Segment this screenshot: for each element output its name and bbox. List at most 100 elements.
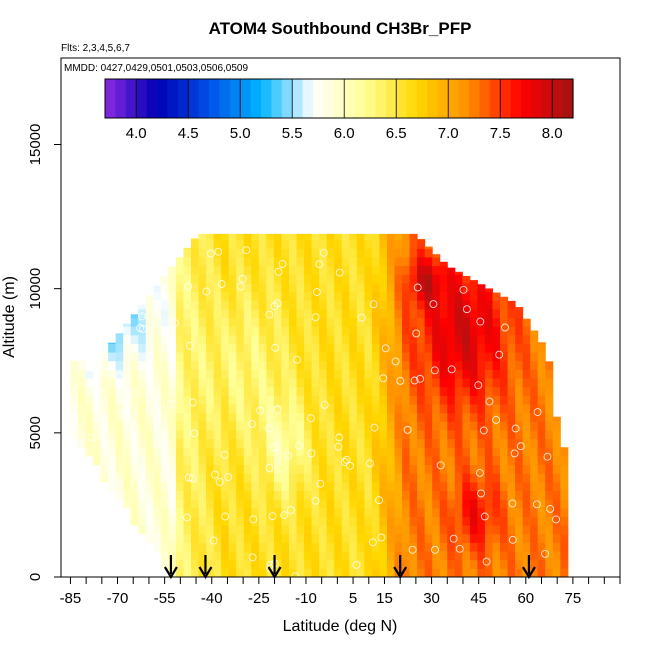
heatmap-cell bbox=[221, 274, 230, 284]
heatmap-cell bbox=[108, 369, 117, 379]
heatmap-cell bbox=[319, 551, 328, 561]
heatmap-cell bbox=[258, 386, 267, 396]
heatmap-cell bbox=[454, 412, 463, 422]
observation-point bbox=[495, 350, 504, 359]
heatmap-cell bbox=[402, 282, 411, 293]
heatmap-cell bbox=[175, 455, 184, 466]
heatmap-cell bbox=[273, 473, 282, 483]
heatmap-cell bbox=[281, 360, 290, 370]
heatmap-cell bbox=[477, 438, 486, 448]
colorbar-tick-label: 5.5 bbox=[282, 125, 303, 142]
heatmap-cell bbox=[326, 516, 335, 526]
heatmap-cell bbox=[70, 395, 79, 405]
heatmap-cell bbox=[447, 412, 456, 422]
heatmap-cell bbox=[326, 343, 335, 353]
heatmap-cell bbox=[77, 378, 86, 388]
heatmap-cell bbox=[266, 473, 275, 483]
heatmap-cell bbox=[289, 291, 298, 301]
heatmap-cell bbox=[386, 334, 396, 344]
heatmap-cell bbox=[379, 447, 388, 457]
heatmap-cell bbox=[175, 257, 184, 267]
heatmap-cell bbox=[552, 507, 561, 517]
heatmap-cell bbox=[311, 300, 320, 310]
heatmap-cell bbox=[379, 386, 388, 396]
heatmap-cell bbox=[349, 274, 358, 284]
heatmap-cell bbox=[334, 490, 343, 500]
heatmap-cell bbox=[206, 369, 215, 379]
heatmap-cell bbox=[273, 490, 282, 500]
heatmap-cell bbox=[138, 334, 147, 344]
heatmap-cell bbox=[454, 525, 463, 535]
heatmap-cell bbox=[123, 326, 132, 336]
heatmap-cell bbox=[334, 542, 343, 552]
heatmap-cell bbox=[160, 559, 169, 569]
heatmap-cell bbox=[530, 352, 539, 362]
y-axis-label: Altitude (m) bbox=[1, 276, 18, 358]
heatmap-cell bbox=[251, 378, 260, 388]
heatmap-cell bbox=[289, 352, 298, 362]
heatmap-cell bbox=[356, 343, 365, 353]
heatmap-cell bbox=[289, 421, 298, 431]
heatmap-cell bbox=[289, 473, 298, 483]
heatmap-cell bbox=[108, 447, 117, 457]
heatmap-cell bbox=[319, 481, 328, 491]
heatmap-cell bbox=[484, 438, 493, 448]
heatmap-cell bbox=[206, 395, 215, 405]
heatmap-cell bbox=[296, 343, 305, 353]
heatmap-cell bbox=[484, 473, 493, 483]
heatmap-cell bbox=[356, 447, 365, 457]
heatmap-cell bbox=[130, 490, 139, 500]
heatmap-cell bbox=[236, 507, 245, 517]
heatmap-cell bbox=[515, 490, 524, 500]
heatmap-cell bbox=[77, 395, 86, 405]
heatmap-cell bbox=[266, 429, 275, 440]
observation-point bbox=[248, 553, 257, 562]
heatmap-cell bbox=[356, 551, 365, 561]
observation-point bbox=[403, 425, 412, 434]
heatmap-cell bbox=[168, 455, 177, 466]
heatmap-cell bbox=[266, 455, 275, 466]
observation-point bbox=[480, 512, 489, 521]
heatmap-cell bbox=[311, 239, 320, 249]
heatmap-cell bbox=[326, 334, 335, 344]
heatmap-cell bbox=[183, 378, 192, 388]
heatmap-cell bbox=[379, 369, 388, 379]
heatmap-cell bbox=[281, 343, 290, 353]
heatmap-cell bbox=[191, 300, 200, 310]
heatmap-cell bbox=[462, 334, 471, 344]
observation-point bbox=[335, 268, 344, 277]
heatmap-cell bbox=[484, 317, 493, 327]
heatmap-cell bbox=[530, 330, 539, 336]
heatmap-cell bbox=[386, 525, 396, 535]
heatmap-cell bbox=[266, 369, 275, 379]
heatmap-cell bbox=[454, 507, 463, 517]
heatmap-cell bbox=[356, 352, 365, 362]
heatmap-cell bbox=[371, 516, 380, 526]
heatmap-cell bbox=[191, 308, 200, 318]
heatmap-cell bbox=[236, 343, 245, 353]
heatmap-cell bbox=[213, 542, 222, 552]
heatmap-cell bbox=[477, 447, 486, 457]
heatmap-cell bbox=[402, 447, 411, 457]
heatmap-cell bbox=[386, 386, 396, 396]
heatmap-cell bbox=[409, 386, 418, 396]
heatmap-cell bbox=[236, 499, 245, 509]
heatmap-cell bbox=[545, 551, 554, 561]
heatmap-cell bbox=[500, 360, 509, 370]
heatmap-cell bbox=[409, 291, 418, 301]
heatmap-cell bbox=[198, 516, 207, 526]
heatmap-cell bbox=[168, 429, 177, 440]
colorbar-bin bbox=[292, 79, 304, 118]
heatmap-cell bbox=[228, 481, 237, 491]
heatmap-cell bbox=[349, 525, 358, 535]
heatmap-cell bbox=[439, 282, 448, 293]
heatmap-cell bbox=[77, 404, 86, 414]
heatmap-cell bbox=[228, 542, 237, 552]
heatmap-cell bbox=[228, 369, 237, 379]
heatmap-cell bbox=[439, 386, 448, 396]
heatmap-cell bbox=[364, 542, 373, 552]
heatmap-cell bbox=[371, 559, 380, 569]
heatmap-cell bbox=[289, 378, 298, 388]
observation-point bbox=[94, 397, 103, 406]
heatmap-cell bbox=[545, 473, 554, 483]
